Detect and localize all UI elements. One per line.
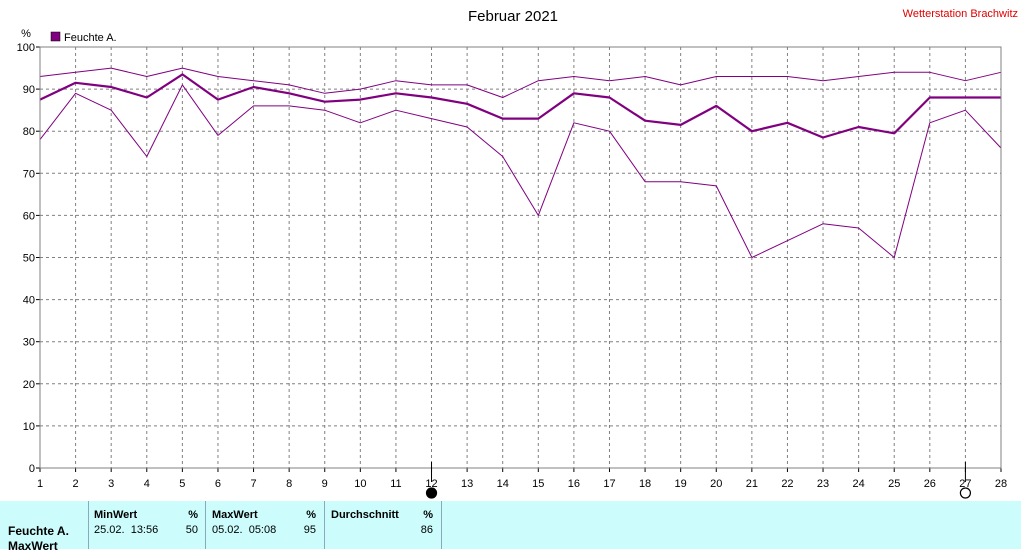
stats-avg-header: Durchschnitt xyxy=(331,509,399,521)
y-tick-label: 30 xyxy=(23,337,35,349)
stats-min-date: 25.02. 13:56 xyxy=(94,524,159,536)
stats-min-column: MinWert % 25.02. 13:56 50 xyxy=(89,501,205,549)
x-tick-label: 7 xyxy=(250,478,256,490)
x-tick-label: 23 xyxy=(817,478,829,490)
grid xyxy=(40,47,1001,468)
x-tick-label: 13 xyxy=(461,478,473,490)
stats-separator xyxy=(441,501,442,549)
x-tick-label: 14 xyxy=(497,478,509,490)
new-moon-icon xyxy=(425,487,438,499)
y-tick-label: 50 xyxy=(23,253,35,265)
y-tick-label: 20 xyxy=(23,379,35,391)
stats-max-column: MaxWert % 05.02. 05:08 95 xyxy=(206,501,324,549)
series-lines xyxy=(39,67,1002,258)
series-line-min xyxy=(39,84,1002,258)
stats-row-label-2: MaxWert xyxy=(8,539,58,553)
stats-max-date: 05.02. 05:08 xyxy=(212,524,277,536)
stats-avg-column: Durchschnitt % 86 xyxy=(325,501,441,549)
series-line-max xyxy=(39,67,1002,98)
station-name: Wetterstation Brachwitz xyxy=(903,8,1018,20)
stats-max-unit: % xyxy=(306,509,316,521)
moon-phase-markers xyxy=(425,462,972,499)
y-tick-label: 70 xyxy=(23,168,35,180)
stats-series-label: Feuchte A. xyxy=(8,524,69,538)
x-tick-label: 1 xyxy=(37,478,43,490)
x-tick-label: 8 xyxy=(286,478,292,490)
x-tick-label: 22 xyxy=(781,478,793,490)
stats-min-header: MinWert xyxy=(94,509,138,521)
x-axis-ticks: 1 2 3 4 5 6 7 8 9 10 11 12 13 14 15 16 17 18 19 20 21 22 23 24 2… xyxy=(37,468,1007,490)
stats-avg-unit: % xyxy=(423,509,433,521)
x-tick-label: 28 xyxy=(995,478,1007,490)
x-tick-label: 27 xyxy=(959,478,971,490)
x-tick-label: 26 xyxy=(924,478,936,490)
y-tick-label: 40 xyxy=(23,295,35,307)
y-tick-label: 10 xyxy=(23,421,35,433)
legend-swatch xyxy=(50,31,61,42)
plot-frame xyxy=(39,46,1002,469)
series-line-avg xyxy=(39,73,1001,139)
x-tick-label: 19 xyxy=(675,478,687,490)
legend-label: Feuchte A. xyxy=(64,32,117,44)
full-moon-icon xyxy=(959,487,972,499)
stats-separator xyxy=(88,501,89,549)
x-tick-label: 21 xyxy=(746,478,758,490)
x-tick-label: 4 xyxy=(144,478,150,490)
x-tick-label: 5 xyxy=(179,478,185,490)
humidity-chart: Februar 2021 Wetterstation Brachwitz % F… xyxy=(17,8,1018,499)
x-tick-label: 15 xyxy=(532,478,544,490)
x-tick-label: 24 xyxy=(853,478,865,490)
y-unit-label: % xyxy=(21,28,31,40)
x-tick-label: 10 xyxy=(354,478,366,490)
stats-row-labels: Feuchte A. MaxWert xyxy=(0,501,88,553)
x-tick-label: 3 xyxy=(108,478,114,490)
x-tick-label: 18 xyxy=(639,478,651,490)
y-tick-label: 80 xyxy=(23,126,35,138)
x-tick-label: 9 xyxy=(322,478,328,490)
stats-avg-value: 86 xyxy=(420,524,433,536)
y-tick-label: 90 xyxy=(23,84,35,96)
x-tick-label: 20 xyxy=(710,478,722,490)
x-tick-label: 16 xyxy=(568,478,580,490)
chart-title: Februar 2021 xyxy=(468,8,558,25)
x-tick-label: 25 xyxy=(888,478,900,490)
x-tick-label: 6 xyxy=(215,478,221,490)
x-tick-label: 11 xyxy=(390,478,401,490)
stats-separator xyxy=(205,501,206,549)
y-axis-ticks: 0 10 20 30 40 50 60 70 80 90 100 xyxy=(17,42,40,475)
stats-min-unit: % xyxy=(188,509,198,521)
stats-min-value: 50 xyxy=(185,524,198,536)
stats-separator xyxy=(324,501,325,549)
y-tick-label: 100 xyxy=(17,42,35,54)
stats-table: Feuchte A. MaxWert MinWert % 25.02. 13:5… xyxy=(0,501,1021,553)
x-tick-label: 12 xyxy=(425,478,437,490)
y-tick-label: 0 xyxy=(29,463,35,475)
x-tick-label: 17 xyxy=(603,478,615,490)
x-tick-label: 2 xyxy=(73,478,79,490)
stats-max-value: 95 xyxy=(303,524,316,536)
y-tick-label: 60 xyxy=(23,210,35,222)
stats-max-header: MaxWert xyxy=(212,509,258,521)
